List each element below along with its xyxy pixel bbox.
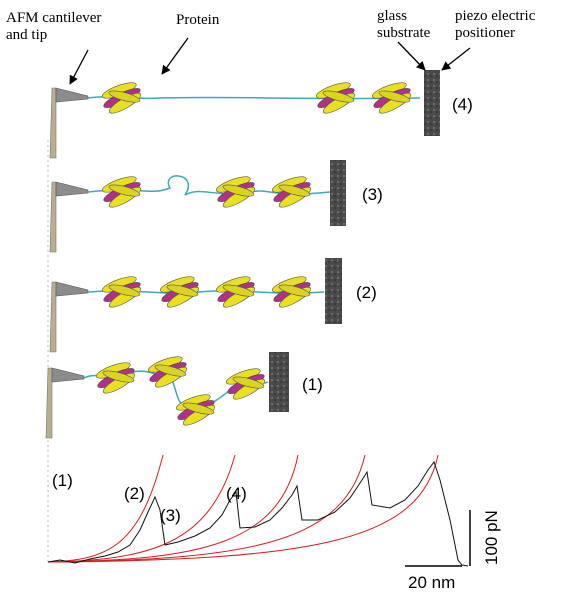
label-substrate: glass substrate — [377, 8, 431, 41]
scale-x: 20 nm — [408, 573, 455, 592]
stage-label: (3) — [362, 185, 383, 204]
stage-label: (1) — [302, 375, 323, 394]
substrate — [269, 352, 289, 412]
arrows — [69, 37, 471, 85]
substrate — [325, 258, 342, 324]
label-piezo: piezo electric positioner — [455, 8, 536, 41]
stage-4: (4) — [49, 70, 473, 159]
stage-2: (2) — [49, 258, 377, 353]
peak-label: (1) — [52, 471, 73, 490]
stage-label: (2) — [356, 283, 377, 302]
substrate — [424, 70, 440, 136]
stage-1: (1) — [45, 352, 323, 439]
stage-3: (3) — [49, 160, 383, 253]
label-cantilever: AFM cantilever and tip — [6, 10, 101, 43]
substrate — [330, 160, 346, 226]
force-trace — [47, 454, 471, 567]
scale-y: 100 pN — [482, 510, 501, 565]
peak-label: (4) — [226, 484, 247, 503]
label-protein: Protein — [176, 12, 220, 28]
peak-label: (3) — [160, 506, 181, 525]
peak-label: (2) — [124, 484, 145, 503]
stage-label: (4) — [452, 95, 473, 114]
